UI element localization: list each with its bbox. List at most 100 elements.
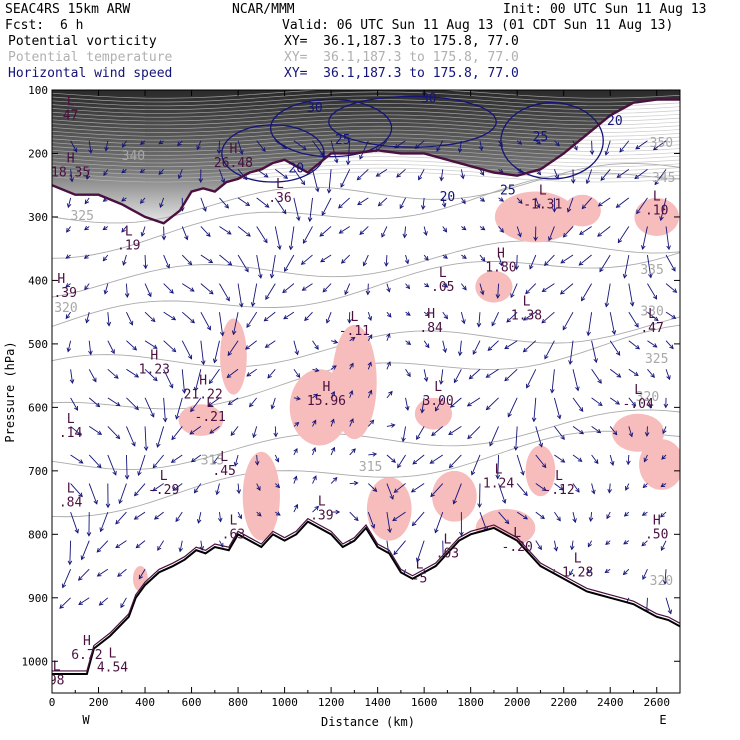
wind-vector-head	[347, 319, 352, 324]
wind-vector	[237, 483, 240, 494]
stratosphere-isentrope	[52, 141, 680, 152]
wind-vector	[141, 226, 146, 237]
x-tick-label: 1000	[271, 696, 298, 709]
wind-vector-head	[569, 571, 574, 576]
wind-vector-head	[536, 203, 541, 209]
wind-vector	[526, 369, 537, 388]
wind-vector	[510, 283, 518, 298]
wind-vector	[293, 504, 298, 513]
wind-vector	[590, 512, 593, 522]
wind-vector	[227, 340, 239, 356]
wind-vector-head	[386, 287, 391, 293]
wind-vector	[647, 283, 657, 300]
wind-vector	[321, 197, 332, 216]
wind-vector-head	[319, 232, 325, 237]
wind-vector	[609, 312, 615, 335]
x-tick-label: 2600	[643, 696, 670, 709]
wind-vector	[569, 340, 574, 365]
wind-vector-head	[175, 517, 180, 523]
wind-vector	[88, 426, 102, 435]
wind-vector-head	[106, 321, 112, 327]
wind-vector	[635, 140, 648, 150]
wind-vector	[349, 448, 356, 456]
wind-vector-head	[134, 373, 140, 378]
wind-vector-head	[396, 173, 401, 178]
wind-vector-head	[529, 264, 534, 270]
wind-vector	[312, 368, 319, 372]
wind-vector	[70, 397, 78, 411]
wind-vector-head	[599, 267, 604, 273]
wind-vector-head	[69, 177, 74, 183]
wind-vector	[237, 140, 243, 155]
wind-vector-head	[667, 609, 673, 615]
wind-vector	[498, 197, 504, 202]
wind-vector	[330, 391, 335, 399]
wind-vector	[144, 283, 152, 297]
wind-vector-head	[504, 376, 509, 382]
wind-vector	[119, 483, 127, 504]
extremum-marker: L47	[63, 94, 79, 123]
wind-vector	[442, 283, 448, 288]
extremum-marker: L-1.31	[523, 183, 562, 212]
wind-vector-head	[97, 430, 103, 435]
wind-vector-head	[122, 260, 127, 266]
wind-vector	[628, 340, 640, 350]
wind-vector-head	[208, 289, 214, 295]
wind-vector-head	[597, 401, 603, 406]
extremum-type: L	[439, 266, 447, 281]
wind-vector	[330, 419, 335, 427]
wind-vector-head	[103, 289, 109, 295]
wind-vector-head	[219, 331, 225, 337]
x-tick-label: 800	[228, 696, 248, 709]
wind-vector	[642, 483, 648, 488]
theta-label: 320	[636, 390, 659, 405]
wind-vector-head	[121, 197, 126, 202]
wind-vector-head	[609, 461, 615, 466]
wind-vector	[404, 226, 406, 238]
wind-vector	[623, 540, 630, 545]
wind-vector-head	[549, 388, 555, 394]
wind-vector	[516, 226, 522, 237]
wind-vector	[378, 197, 388, 207]
wind-vector	[182, 283, 195, 292]
wind-vector	[59, 597, 71, 609]
wind-vector	[303, 226, 313, 244]
wind-vector-head	[150, 412, 155, 418]
wind-vector	[115, 511, 127, 525]
x-tick-label: 600	[182, 696, 202, 709]
wind-vector-head	[520, 470, 525, 476]
extremum-marker: H21.22	[184, 374, 223, 403]
wind-vector	[78, 568, 90, 581]
wind-vector-head	[263, 316, 269, 322]
wind-vector-head	[224, 203, 230, 209]
wind-vector	[312, 447, 316, 456]
wind-vector-head	[476, 322, 482, 328]
wind-vector-head	[353, 480, 359, 486]
wind-vector-head	[370, 523, 376, 529]
wind-vector-head	[537, 545, 542, 551]
wind-vector	[293, 140, 307, 150]
wind-vector-head	[543, 261, 549, 266]
stratosphere-isentrope	[52, 125, 680, 137]
pv-negative-patch	[563, 194, 601, 227]
extremum-value: 1.38	[511, 308, 542, 323]
wind-vector-head	[357, 200, 362, 206]
wind-vector-head	[226, 230, 232, 235]
x-axis-west-label: W	[82, 713, 90, 727]
wind-vector	[256, 483, 261, 491]
wind-vector	[453, 483, 462, 504]
wind-vector-head	[105, 503, 111, 509]
wind-vector-head	[430, 492, 435, 498]
wind-vector	[178, 169, 183, 179]
wind-vector	[200, 340, 205, 365]
wind-vector-head	[120, 603, 125, 609]
wind-vector	[326, 311, 332, 324]
field-name-wind: Horizontal wind speed	[8, 66, 173, 81]
wind-vector	[163, 283, 174, 294]
extremum-value: .36	[268, 191, 291, 206]
wind-vector-head	[593, 358, 598, 364]
extremum-type: H	[427, 307, 435, 322]
wind-vector	[219, 254, 232, 266]
wind-vector	[660, 483, 667, 488]
wind-vector-head	[227, 400, 233, 406]
